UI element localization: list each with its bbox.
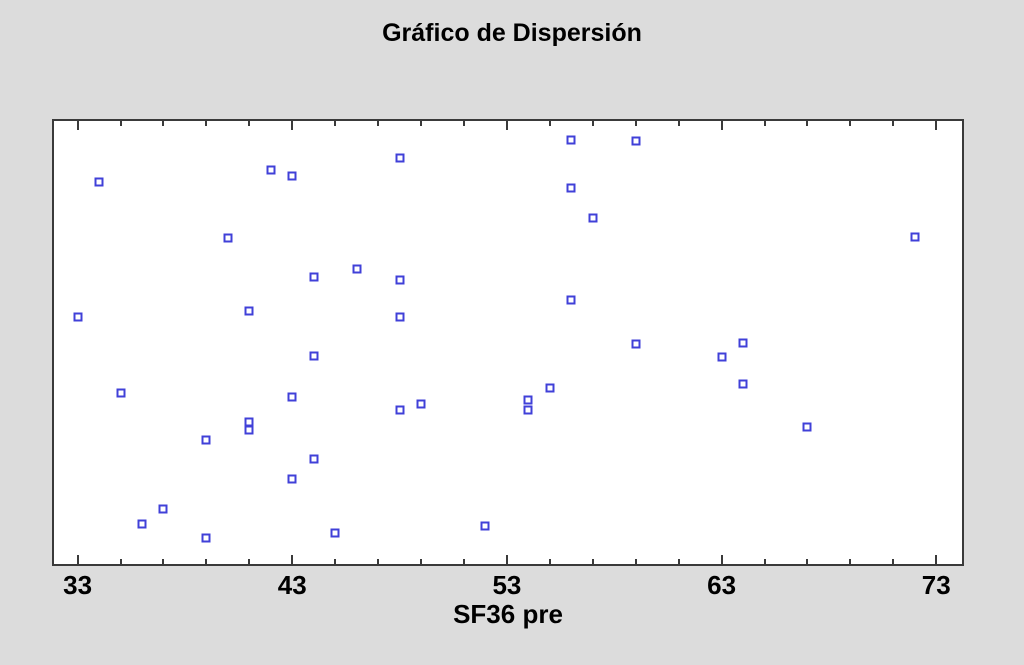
x-axis-minor-tick-bottom	[377, 559, 380, 564]
data-point	[287, 474, 297, 483]
x-axis-minor-tick-top	[806, 121, 809, 126]
data-point	[158, 504, 168, 514]
data-point	[309, 454, 319, 464]
data-point	[287, 392, 297, 402]
chart-title: Gráfico de Dispersión	[382, 19, 642, 47]
x-axis-major-tick-top	[935, 121, 938, 130]
data-point	[137, 519, 147, 529]
data-point	[802, 422, 812, 432]
data-point	[244, 306, 254, 316]
data-point	[116, 388, 126, 398]
x-axis-minor-tick-top	[462, 121, 465, 126]
data-point	[395, 405, 405, 415]
data-point	[395, 153, 405, 163]
data-point	[73, 312, 83, 322]
data-point	[330, 528, 340, 538]
x-axis-minor-tick-bottom	[548, 559, 551, 564]
x-axis-minor-tick-bottom	[462, 559, 465, 564]
x-axis-tick-label: 33	[63, 570, 93, 600]
x-axis-minor-tick-top	[334, 121, 337, 126]
x-axis-minor-tick-bottom	[334, 559, 337, 564]
x-axis-tick-label: 53	[492, 570, 522, 600]
x-axis-minor-tick-bottom	[677, 559, 680, 564]
x-axis-minor-tick-top	[677, 121, 680, 126]
data-point	[266, 165, 276, 175]
data-point	[717, 352, 727, 362]
x-axis-tick-label: 43	[277, 570, 307, 600]
x-axis-minor-tick-top	[892, 121, 895, 126]
data-point	[309, 351, 319, 361]
x-axis-minor-tick-bottom	[763, 559, 766, 564]
x-axis-major-tick-top	[76, 121, 79, 130]
x-axis-minor-tick-bottom	[248, 559, 251, 564]
data-point	[738, 338, 748, 347]
data-point	[566, 135, 576, 145]
data-point	[244, 425, 254, 435]
x-axis-major-tick-bottom	[935, 555, 938, 564]
x-axis-minor-tick-bottom	[205, 559, 208, 564]
data-point	[631, 339, 641, 349]
x-axis-minor-tick-top	[248, 121, 251, 126]
x-axis-major-tick-bottom	[720, 555, 723, 564]
x-axis-major-tick-bottom	[505, 555, 508, 564]
x-axis-major-tick-top	[505, 121, 508, 130]
x-axis-minor-tick-bottom	[849, 559, 852, 564]
data-point	[223, 233, 233, 243]
x-axis-minor-tick-bottom	[591, 559, 594, 564]
data-point	[523, 395, 533, 405]
x-axis-minor-tick-bottom	[634, 559, 637, 564]
x-axis-minor-tick-top	[119, 121, 122, 126]
data-point	[910, 232, 920, 242]
data-point	[94, 177, 104, 187]
data-point	[201, 533, 211, 543]
x-axis-minor-tick-bottom	[420, 559, 423, 564]
x-axis-minor-tick-top	[591, 121, 594, 126]
x-axis-tick-label: 73	[921, 570, 951, 600]
x-axis-tick-labels: 33 43 53 63 73	[54, 572, 962, 602]
x-axis-label: SF36 pre	[453, 599, 563, 629]
x-axis-major-tick-top	[291, 121, 294, 130]
x-axis-minor-tick-top	[162, 121, 165, 126]
x-axis-minor-tick-top	[548, 121, 551, 126]
data-point	[566, 295, 576, 305]
x-axis-minor-tick-bottom	[119, 559, 122, 564]
data-point	[395, 275, 405, 285]
data-point	[631, 136, 641, 146]
data-point	[738, 379, 748, 389]
data-point	[309, 272, 319, 282]
x-axis-tick-label: 63	[707, 570, 737, 600]
plot-area	[52, 119, 964, 566]
x-axis-minor-tick-top	[205, 121, 208, 126]
data-point	[287, 171, 297, 181]
x-axis-major-tick-bottom	[291, 555, 294, 564]
data-point	[201, 435, 211, 445]
data-point	[523, 405, 533, 415]
x-axis-minor-tick-bottom	[806, 559, 809, 564]
data-point	[395, 312, 405, 322]
x-axis-minor-tick-bottom	[892, 559, 895, 564]
data-point	[352, 264, 362, 274]
data-point	[566, 183, 576, 193]
data-point	[416, 399, 426, 409]
data-point	[545, 383, 555, 393]
x-axis-minor-tick-bottom	[162, 559, 165, 564]
x-axis-major-tick-top	[720, 121, 723, 130]
x-axis-minor-tick-top	[634, 121, 637, 126]
x-axis-minor-tick-top	[763, 121, 766, 126]
x-axis-minor-tick-top	[377, 121, 380, 126]
data-point	[480, 521, 490, 531]
x-axis-major-tick-bottom	[76, 555, 79, 564]
data-point	[588, 213, 598, 223]
x-axis-minor-tick-top	[420, 121, 423, 126]
x-axis-minor-tick-top	[849, 121, 852, 126]
